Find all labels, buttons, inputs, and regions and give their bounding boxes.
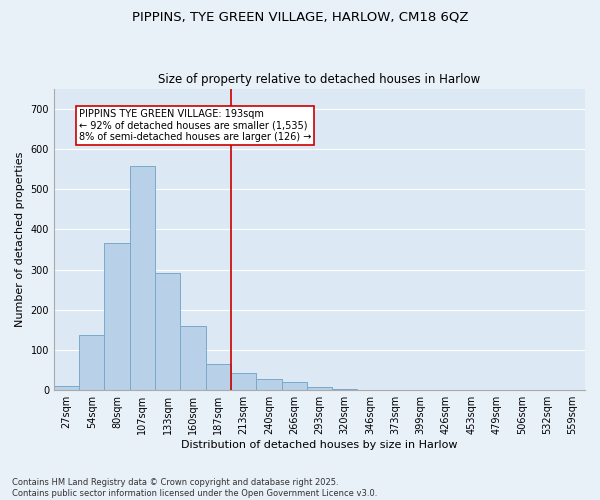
Text: PIPPINS TYE GREEN VILLAGE: 193sqm
← 92% of detached houses are smaller (1,535)
8: PIPPINS TYE GREEN VILLAGE: 193sqm ← 92% … xyxy=(79,108,311,142)
Bar xyxy=(54,386,79,390)
Y-axis label: Number of detached properties: Number of detached properties xyxy=(15,152,25,327)
Text: PIPPINS, TYE GREEN VILLAGE, HARLOW, CM18 6QZ: PIPPINS, TYE GREEN VILLAGE, HARLOW, CM18… xyxy=(132,10,468,23)
Bar xyxy=(181,326,206,390)
Title: Size of property relative to detached houses in Harlow: Size of property relative to detached ho… xyxy=(158,73,481,86)
Text: Contains HM Land Registry data © Crown copyright and database right 2025.
Contai: Contains HM Land Registry data © Crown c… xyxy=(12,478,377,498)
Bar xyxy=(155,273,181,390)
Bar xyxy=(231,374,256,390)
Bar xyxy=(281,382,307,390)
Bar xyxy=(130,166,155,390)
Bar xyxy=(79,334,104,390)
Bar xyxy=(307,387,332,390)
X-axis label: Distribution of detached houses by size in Harlow: Distribution of detached houses by size … xyxy=(181,440,458,450)
Bar xyxy=(104,244,130,390)
Bar xyxy=(256,379,281,390)
Bar xyxy=(206,364,231,390)
